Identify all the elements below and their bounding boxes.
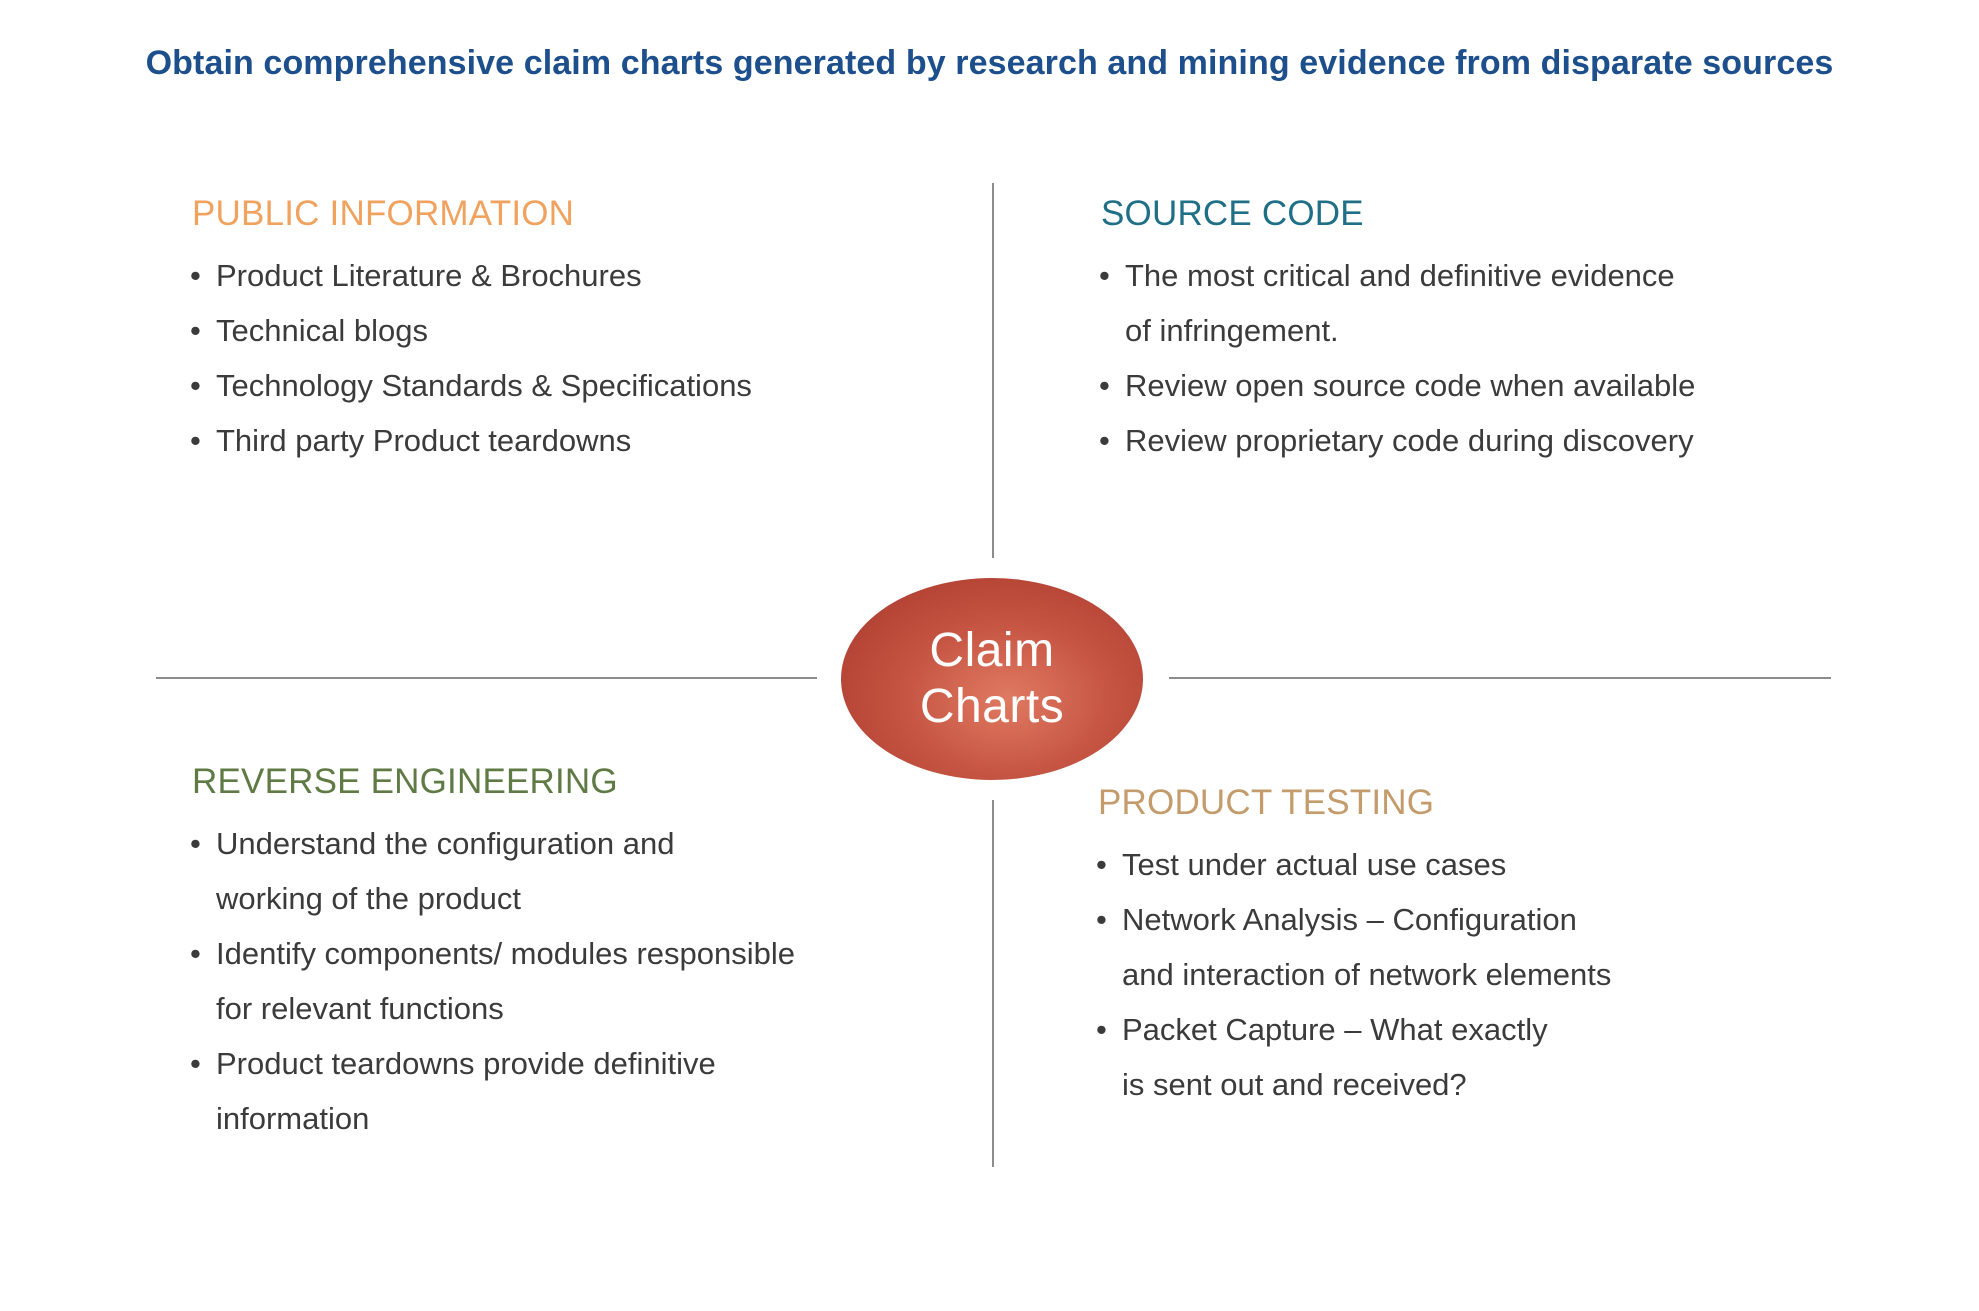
bullet-text: Review proprietary code during discovery — [1125, 423, 1694, 458]
bullet-item: • Product Literature & Brochures — [190, 248, 890, 303]
bullet-dot-icon: • — [190, 826, 201, 861]
bullet-item: • Technical blogs — [190, 303, 890, 358]
bullet-text: and interaction of network elements — [1122, 957, 1612, 992]
claim-charts-ellipse: Claim Charts — [841, 578, 1143, 780]
quadrant-product-testing: PRODUCT TESTING • Test under actual use c… — [1096, 783, 1856, 1112]
bullet-item: • Product teardowns provide definitive inf… — [190, 1036, 910, 1146]
bullet-dot-icon: • — [190, 423, 201, 458]
quadrant-list: • Product Literature & Brochures • Technica… — [190, 248, 890, 468]
bullet-text: Understand the configuration and — [216, 826, 675, 861]
bullet-text: Identify components/ modules responsible — [216, 936, 795, 971]
bullet-text: Network Analysis – Configuration — [1122, 902, 1577, 937]
bullet-item: • Identify components/ modules responsibl… — [190, 926, 910, 1036]
bullet-dot-icon: • — [1096, 847, 1107, 882]
bullet-text: Technology Standards & Specifications — [216, 368, 752, 403]
bullet-dot-icon: • — [1099, 258, 1110, 293]
bullet-text: working of the product — [216, 881, 522, 916]
quadrant-list: • Understand the configuration and working… — [190, 816, 910, 1146]
bullet-item: • Third party Product teardowns — [190, 413, 890, 468]
bullet-dot-icon: • — [190, 1046, 201, 1081]
bullet-item: • Technology Standards & Specifications — [190, 358, 890, 413]
quadrant-public-information: PUBLIC INFORMATION • Product Literature &… — [190, 194, 890, 468]
bullet-dot-icon: • — [190, 936, 201, 971]
bullet-item: • Review open source code when available — [1099, 358, 1859, 413]
claim-charts-label: Claim Charts — [920, 623, 1064, 735]
bullet-text: for relevant functions — [216, 991, 504, 1026]
bullet-item: • Packet Capture – What exactly is sent ou… — [1096, 1002, 1856, 1112]
bullet-text: Product teardowns provide definitive — [216, 1046, 716, 1081]
bullet-item: • Review proprietary code during discover… — [1099, 413, 1859, 468]
quadrant-list: • Test under actual use cases • Network Ana… — [1096, 837, 1856, 1112]
bullet-text: is sent out and received? — [1122, 1067, 1467, 1102]
quadrant-title: REVERSE ENGINEERING — [192, 762, 618, 801]
bullet-item: • Network Analysis – Configuration and int… — [1096, 892, 1856, 1002]
bullet-text: Technical blogs — [216, 313, 428, 348]
divider-left — [156, 677, 817, 679]
bullet-text: Third party Product teardowns — [216, 423, 632, 458]
bullet-text: of infringement. — [1125, 313, 1339, 348]
bullet-text: The most critical and definitive evidenc… — [1125, 258, 1675, 293]
quadrant-list: • The most critical and definitive eviden… — [1099, 248, 1859, 468]
bullet-dot-icon: • — [1099, 368, 1110, 403]
bullet-item: • The most critical and definitive eviden… — [1099, 248, 1859, 358]
bullet-item: • Understand the configuration and working… — [190, 816, 910, 926]
bullet-dot-icon: • — [190, 368, 201, 403]
quadrant-source-code: SOURCE CODE • The most critical and defin… — [1099, 194, 1859, 468]
quadrant-reverse-engineering: REVERSE ENGINEERING • Understand the conf… — [190, 762, 910, 1146]
quadrant-title: PRODUCT TESTING — [1098, 783, 1435, 822]
bullet-text: Review open source code when available — [1125, 368, 1696, 403]
bullet-text: information — [216, 1101, 370, 1136]
bullet-dot-icon: • — [1096, 1012, 1107, 1047]
claim-charts-line-1: Claim — [929, 624, 1055, 677]
bullet-text: Test under actual use cases — [1122, 847, 1507, 882]
bullet-text: Product Literature & Brochures — [216, 258, 642, 293]
headline: Obtain comprehensive claim charts genera… — [145, 44, 1834, 82]
quadrant-title: SOURCE CODE — [1101, 194, 1364, 233]
bullet-dot-icon: • — [190, 313, 201, 348]
bullet-dot-icon: • — [1099, 423, 1110, 458]
claim-charts-line-2: Charts — [919, 680, 1065, 733]
bullet-dot-icon: • — [190, 258, 201, 293]
bullet-item: • Test under actual use cases — [1096, 837, 1856, 892]
bullet-text: Packet Capture – What exactly — [1122, 1012, 1548, 1047]
quadrant-title: PUBLIC INFORMATION — [192, 194, 575, 233]
bullet-dot-icon: • — [1096, 902, 1107, 937]
divider-right — [1169, 677, 1831, 679]
divider-top — [992, 183, 994, 558]
divider-bottom — [992, 800, 994, 1167]
